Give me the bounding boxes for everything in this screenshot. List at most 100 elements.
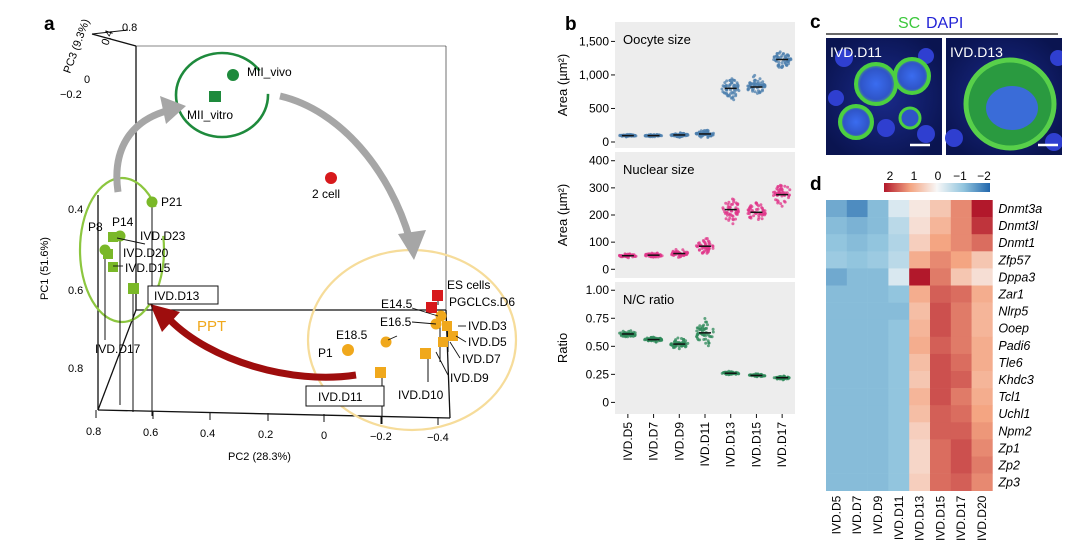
panel-c-letter: c <box>810 12 821 33</box>
heatmap-cell-0-7 <box>971 200 993 218</box>
heatmap-cell-5-0 <box>826 285 848 303</box>
pc1-tick-2: 0.8 <box>68 363 83 375</box>
heatmap-cell-13-2 <box>867 422 889 440</box>
heatmap-cell-4-6 <box>950 268 972 286</box>
y-tick-label-0-1: 500 <box>589 101 609 115</box>
data-point-1-4 <box>728 206 732 209</box>
y-tick-label-2-3: 0.75 <box>586 311 610 325</box>
data-point-0-4 <box>731 91 735 95</box>
data-point-0-4 <box>737 89 741 93</box>
data-point-0-4 <box>733 83 737 87</box>
data-point-2-3 <box>704 333 708 337</box>
data-point-0-4 <box>734 88 738 92</box>
pc2-axis-label: PC2 (28.3%) <box>228 451 291 463</box>
heatmap-cell-0-0 <box>826 200 848 218</box>
data-point-0-4 <box>721 84 725 88</box>
data-point-1-5 <box>748 216 752 219</box>
heatmap-cell-11-4 <box>909 388 931 406</box>
data-point-0-4 <box>730 96 733 100</box>
point-ivd-d23 <box>108 232 118 242</box>
x-tick-label-4: IVD.D13 <box>724 422 738 468</box>
data-point-1-3 <box>703 241 707 245</box>
heatmap-cell-10-0 <box>826 371 848 389</box>
y-tick-label-0-0: 0 <box>602 135 609 149</box>
label-p8: P8 <box>88 220 103 234</box>
x-tick-label-6: IVD.D17 <box>775 422 789 468</box>
heatmap-cell-8-0 <box>826 336 848 355</box>
heatmap-cell-14-6 <box>950 439 972 457</box>
pc2-tick-0: 0.8 <box>86 426 101 438</box>
data-point-0-2 <box>685 133 689 137</box>
label-box-ivd-d13 <box>147 285 219 305</box>
heatmap-cell-13-5 <box>930 422 952 440</box>
data-point-0-4 <box>730 81 733 85</box>
row-label-15: Zp2 <box>997 459 1020 473</box>
data-point-1-6 <box>776 201 780 205</box>
row-label-4: Dppa3 <box>998 270 1035 284</box>
heatmap-cell-14-2 <box>867 439 889 457</box>
label-ivd-d9: IVD.D9 <box>450 371 489 385</box>
data-point-0-5 <box>753 78 757 82</box>
label-mii-vivo: MII_vivo <box>247 65 292 79</box>
data-point-0-0 <box>634 134 638 138</box>
data-point-0-6 <box>786 54 790 58</box>
heatmap-cell-9-5 <box>930 353 952 372</box>
data-point-0-5 <box>752 82 756 86</box>
data-point-2-3 <box>702 333 706 337</box>
data-point-0-4 <box>726 94 730 98</box>
heatmap-cell-7-3 <box>888 319 910 338</box>
data-point-0-5 <box>751 87 755 91</box>
heatmap-cell-15-2 <box>867 456 889 474</box>
data-point-2-3 <box>695 329 699 333</box>
point-p21 <box>146 196 158 208</box>
data-point-2-3 <box>711 330 715 334</box>
heatmap-cell-15-3 <box>888 456 910 474</box>
heatmap-cell-3-7 <box>971 251 993 269</box>
pc1-tick-1: 0.6 <box>68 285 83 297</box>
data-point-0-4 <box>730 77 734 81</box>
data-point-0-3 <box>698 134 702 138</box>
heatmap-cell-13-6 <box>950 422 972 440</box>
data-point-1-5 <box>759 212 763 216</box>
heatmap-cell-3-5 <box>930 251 952 269</box>
data-point-2-0 <box>623 334 627 338</box>
data-point-0-5 <box>758 90 762 94</box>
heatmap-cell-8-2 <box>867 336 889 355</box>
row-label-7: Ooep <box>998 322 1029 336</box>
heatmap-cell-5-2 <box>867 285 889 303</box>
data-point-2-3 <box>702 338 706 341</box>
heatmap-cell-7-2 <box>867 319 889 338</box>
data-point-1-4 <box>726 203 730 206</box>
point-ivd-d20 <box>103 249 113 259</box>
heatmap-cell-3-6 <box>950 251 972 269</box>
data-point-2-3 <box>706 344 710 348</box>
heatmap-cell-13-7 <box>971 422 993 440</box>
data-point-1-6 <box>780 188 784 192</box>
data-point-2-6 <box>782 374 786 378</box>
x-tick-label-3: IVD.D11 <box>698 422 712 467</box>
point-pgclcs-d6 <box>426 302 437 313</box>
heatmap-cell-1-5 <box>930 217 952 235</box>
heatmap-cell-16-7 <box>971 473 993 491</box>
x-tick-label-5: IVD.D15 <box>749 422 763 468</box>
heatmap-cell-0-2 <box>867 200 889 218</box>
heatmap-cell-9-2 <box>867 353 889 372</box>
data-point-2-3 <box>696 338 700 342</box>
data-point-2-3 <box>705 320 709 324</box>
data-point-1-6 <box>776 188 780 192</box>
data-point-2-3 <box>704 341 708 345</box>
row-label-5: Zar1 <box>997 288 1024 302</box>
heatmap-cell-13-4 <box>909 422 931 440</box>
pc3-tick-1: 0.4 <box>100 29 117 47</box>
heatmap-cell-14-4 <box>909 439 931 457</box>
data-point-1-4 <box>725 211 729 215</box>
label-es-cells: ES cells <box>447 278 490 292</box>
point-e14-5 <box>435 310 447 322</box>
data-point-1-5 <box>749 207 752 210</box>
heatmap-cell-0-1 <box>846 200 868 218</box>
pc3-tick-0: 0.8 <box>122 22 137 34</box>
y-tick-label-2-4: 1.00 <box>586 283 610 297</box>
heatmap-cell-1-2 <box>867 217 889 235</box>
heatmap-cell-12-4 <box>909 405 931 423</box>
pc3-axis: PC3 (9.3%) 0.8 0.4 0 −0.2 <box>60 17 137 101</box>
